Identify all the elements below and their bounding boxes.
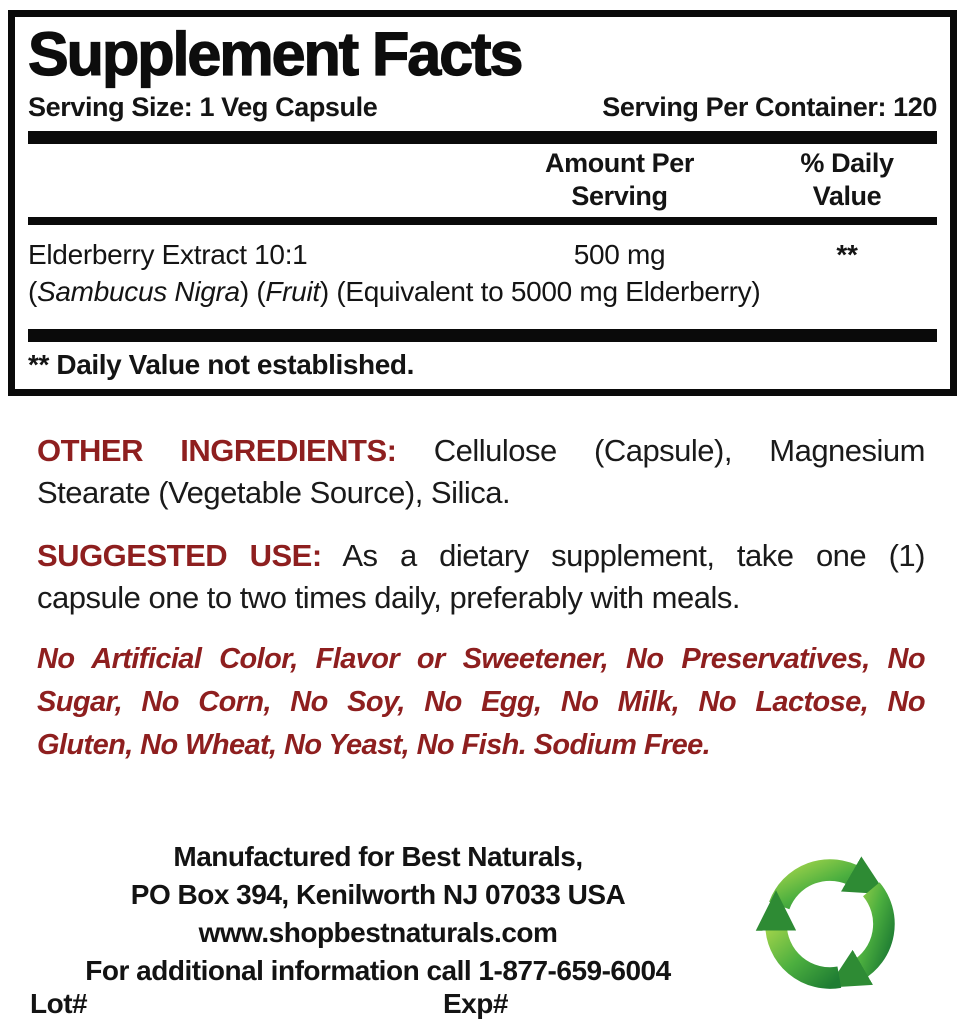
claims-line1: No Artificial Color, Flavor or Sweetener… [37,643,926,675]
divider-thick-top [28,131,937,145]
other-ingredients-label: OTHER INGREDIENTS: [37,433,397,468]
serving-size: Serving Size: 1 Veg Capsule [28,92,378,123]
divider-medium [28,217,937,226]
manufacturer-block: Manufactured for Best Naturals, PO Box 3… [12,838,744,990]
suggested-use-text: As a dietary supplement, take one (1) [342,538,925,573]
ingredient-row: Elderberry Extract 10:1 500 mg ** [28,239,937,271]
percent-daily-value-header: % Daily Value [800,148,894,212]
serving-row: Serving Size: 1 Veg Capsule Serving Per … [28,92,937,123]
panel-title: Supplement Facts [27,20,524,88]
claims-section: No Artificial Color, Flavor or Sweetener… [37,638,926,767]
other-ingredients-text-line2: Stearate (Vegetable Source), Silica. [37,475,511,510]
ingredient-amount: 500 mg [573,239,666,271]
other-ingredients-text: Cellulose (Capsule), Magnesium [433,433,926,468]
manufacturer-line: Manufactured for Best Naturals, [173,841,583,872]
claims-line2: Sugar, No Corn, No Soy, No Egg, No Milk,… [37,686,926,718]
ingredient-daily-value: ** [836,239,858,271]
daily-value-footnote: ** Daily Value not established. [28,349,414,381]
claims-line3: Gluten, No Wheat, No Yeast, No Fish. Sod… [37,729,711,761]
other-ingredients-section: OTHER INGREDIENTS: Cellulose (Capsule), … [37,430,926,514]
divider-thick-bottom [28,329,937,343]
amount-per-serving-header: Amount Per Serving [544,148,694,212]
suggested-use-section: SUGGESTED USE: As a dietary supplement, … [37,535,925,619]
supplement-facts-panel: Supplement Facts Serving Size: 1 Veg Cap… [8,10,957,397]
recycle-icon [742,843,918,1005]
suggested-use-label: SUGGESTED USE: [37,538,322,573]
ingredient-name: Elderberry Extract 10:1 [28,239,308,271]
ingredient-detail: (Sambucus Nigra) (Fruit) (Equivalent to … [28,276,761,308]
exp-label: Exp# [443,988,508,1019]
phone-line: For additional information call 1-877-65… [85,955,671,986]
column-header-row: Amount Per Serving % Daily Value [28,147,937,213]
lot-label: Lot# [30,988,88,1019]
website-line: www.shopbestnaturals.com [198,917,558,948]
servings-per-container: Serving Per Container: 120 [602,92,937,123]
suggested-use-text-line2: capsule one to two times daily, preferab… [37,580,740,615]
address-line: PO Box 394, Kenilworth NJ 07033 USA [130,879,626,910]
